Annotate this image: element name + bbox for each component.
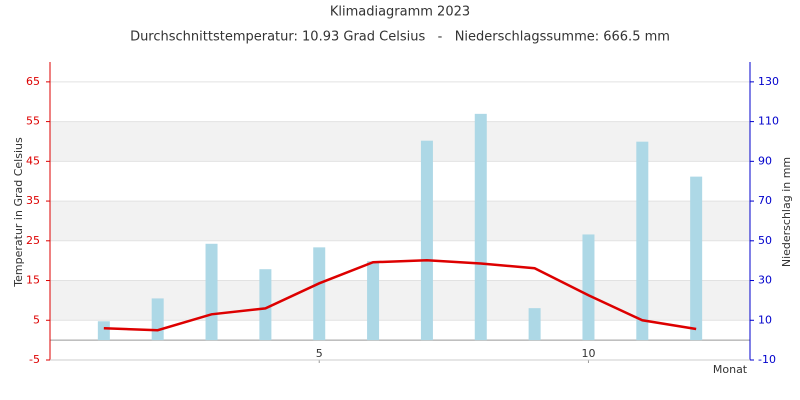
bar — [528, 308, 541, 341]
bar — [205, 243, 218, 341]
x-tick-label: 10 — [581, 347, 595, 360]
y-tick-label: 55 — [26, 115, 40, 128]
grid-band — [50, 280, 750, 321]
bar — [313, 247, 326, 341]
bar — [420, 140, 433, 341]
y2-tick-label: 10 — [758, 313, 772, 326]
bar — [690, 176, 703, 341]
y-axis-label: Temperatur in Grad Celsius — [12, 137, 25, 288]
grid-band — [50, 121, 750, 162]
y2-tick-label: -10 — [758, 353, 776, 366]
y2-tick-label: 110 — [758, 115, 779, 128]
y2-tick-label: 90 — [758, 154, 772, 167]
bar — [97, 321, 110, 341]
bar — [259, 269, 272, 341]
x-axis-label: Monat — [713, 363, 748, 376]
bar — [151, 298, 164, 341]
y-tick-label: 65 — [26, 75, 40, 88]
y-tick-label: 15 — [26, 274, 40, 287]
bar — [474, 113, 487, 341]
y2-tick-label: 130 — [758, 75, 779, 88]
grid-band — [50, 201, 750, 241]
y-tick-label: 45 — [26, 154, 40, 167]
chart-title: Klimadiagramm 2023 — [330, 5, 470, 20]
y-tick-label: 5 — [33, 313, 40, 326]
bar — [636, 141, 649, 341]
bar — [367, 261, 380, 341]
y2-axis-label: Niederschlag in mm — [780, 157, 793, 267]
line — [103, 259, 697, 332]
y2-tick-label: 70 — [758, 194, 772, 207]
chart-subtitle: Durchschnittstemperatur: 10.93 Grad Cels… — [130, 30, 670, 45]
y-tick-label: 25 — [26, 234, 40, 247]
x-tick-label: 5 — [316, 347, 323, 360]
y-tick-label: 35 — [26, 194, 40, 207]
y2-tick-label: 30 — [758, 274, 772, 287]
bar — [582, 234, 595, 341]
y-tick-label: -5 — [29, 353, 40, 366]
y2-tick-label: 50 — [758, 234, 772, 247]
